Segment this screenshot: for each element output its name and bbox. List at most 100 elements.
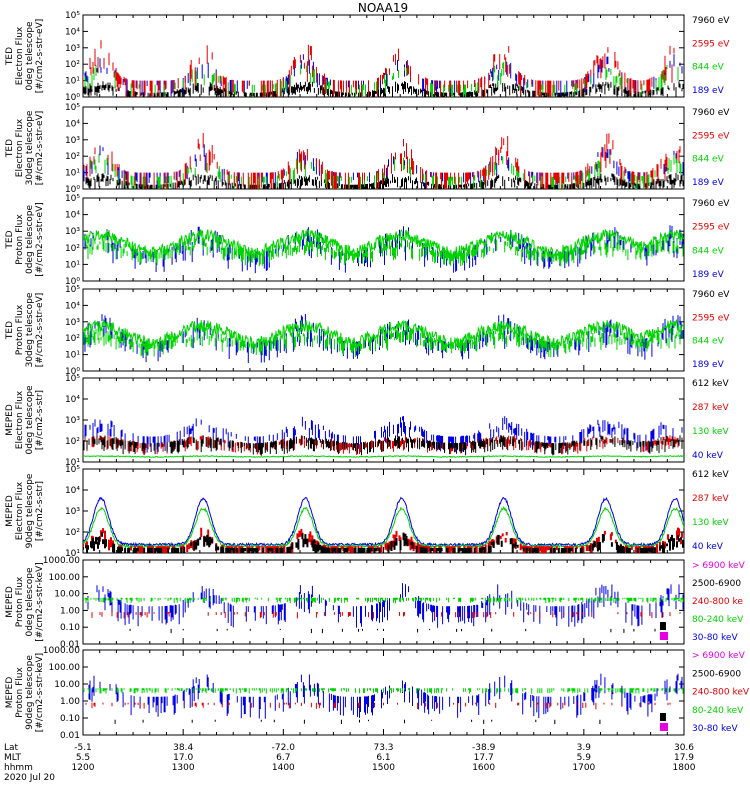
series-trace: [659, 723, 668, 731]
legend-entry: 612 keV: [692, 379, 729, 389]
y-axis-label: MEPED: [5, 495, 15, 527]
panel-7: 0.01 0.10 1.00 10.00 100.00 1000.00 MEPED Proto…: [5, 556, 746, 650]
y-axis-label: Proton Flux: [15, 304, 25, 355]
legend-entry: 612 keV: [692, 470, 729, 480]
y-tick-label: 100.00: [49, 663, 81, 673]
y-tick-label: 10⁴: [65, 27, 80, 37]
y-tick-label: 10⁵: [65, 194, 80, 204]
y-axis-label: [#/cm2-s-str-eV]: [35, 111, 45, 186]
traces: [83, 416, 684, 458]
y-tick-label: 10⁵: [65, 285, 80, 295]
series-trace: [83, 326, 683, 358]
y-axis-label: MEPED: [5, 586, 15, 618]
y-tick-label: 10²: [65, 528, 80, 538]
panel-5: 10¹ 10² 10³ 10⁴ 10⁵ MEPED Electron Flux 0deg te…: [5, 374, 729, 468]
y-axis-label: MEPED: [5, 677, 15, 709]
traces: [83, 133, 684, 189]
y-axis-label: 30deg telescope: [25, 110, 35, 185]
series-trace: [83, 40, 675, 97]
footer-lat-value: 38.4: [173, 743, 193, 753]
footer-lat-value: 30.6: [674, 743, 694, 753]
y-axis-label: [#/cm2-s-str-eV]: [35, 202, 45, 277]
footer-lat-value: -38.9: [472, 743, 496, 753]
y-tick-label: 10²: [65, 152, 80, 162]
y-tick-label: 1000.00: [43, 646, 80, 656]
footer-mlt-value: 5.9: [577, 753, 592, 763]
y-tick-label: 1.00: [60, 606, 80, 616]
y-tick-label: 10¹: [65, 549, 80, 559]
chart-title: NOAA19: [358, 1, 408, 15]
y-axis-label: Proton Flux: [15, 214, 25, 265]
y-tick-label: 10.00: [54, 590, 80, 600]
series-trace: [85, 702, 671, 710]
legend-entry: 844 eV: [692, 337, 725, 347]
footer-mlt-value: 6.1: [376, 753, 390, 763]
y-tick-label: 10⁰: [65, 93, 80, 103]
footer-lat-value: -72.0: [272, 743, 296, 753]
legend-entry: 844 eV: [692, 155, 725, 165]
y-axis-label: [#/cm2-s-str-keV]: [35, 653, 45, 732]
y-tick-label: 10¹: [65, 458, 80, 468]
legend-entry: 2595 eV: [692, 223, 730, 233]
series-trace: [83, 719, 601, 725]
series-trace: [659, 713, 666, 721]
footer-hhmm-value: 1800: [673, 763, 696, 773]
footer-hhmm-value: 1600: [472, 763, 495, 773]
legend-entry: 30-80 keV: [692, 724, 738, 734]
y-axis-label: [#/cm2-s-str-keV]: [35, 562, 45, 641]
y-axis-label: Proton Flux: [15, 667, 25, 718]
legend-entry: > 6900 keV: [692, 651, 746, 661]
series-trace: [84, 597, 684, 604]
footer-row-label: Lat: [4, 743, 19, 753]
legend-entry: 189 eV: [692, 178, 725, 188]
y-axis-label: Electron Flux: [15, 481, 25, 540]
legend-entry: 7960 eV: [692, 16, 730, 26]
y-tick-label: 10³: [65, 44, 80, 54]
series-trace: [83, 454, 684, 458]
footer-lat-value: 73.3: [373, 743, 393, 753]
legend-entry: 240-800 ke: [692, 597, 743, 607]
series-trace: [129, 628, 656, 634]
y-tick-label: 100.00: [49, 573, 81, 583]
y-tick-label: 10¹: [65, 260, 80, 270]
y-tick-label: 10³: [65, 227, 80, 237]
legend-entry: 189 eV: [692, 86, 725, 96]
y-axis-label: Electron Flux: [15, 118, 25, 177]
y-tick-label: 10⁰: [65, 185, 80, 195]
traces: [83, 496, 684, 553]
footer-lat-value: 3.9: [577, 743, 592, 753]
footer-hhmm-value: 1400: [272, 763, 295, 773]
footer-lat-value: -5.1: [74, 743, 92, 753]
y-tick-label: 10²: [65, 244, 80, 254]
y-axis-label: Electron Flux: [15, 26, 25, 85]
y-tick-label: 0.01: [60, 731, 80, 741]
footer-mlt-value: 17.0: [173, 753, 193, 763]
y-tick-label: 0.10: [60, 623, 80, 633]
y-tick-label: 1.00: [60, 697, 80, 707]
series-trace: [83, 532, 684, 553]
legend-entry: 844 eV: [692, 246, 725, 256]
y-tick-label: 10²: [65, 60, 80, 70]
y-tick-label: 10¹: [65, 351, 80, 361]
footer-mlt-value: 17.7: [474, 753, 494, 763]
legend-entry: 2595 eV: [692, 39, 730, 49]
traces: [83, 673, 684, 731]
y-axis-label: TED: [5, 139, 15, 158]
y-axis-label: 90deg telescope: [25, 473, 35, 548]
panel-6: 10¹ 10² 10³ 10⁴ 10⁵ MEPED Electron Flux 90deg t…: [5, 465, 729, 559]
y-axis-label: 90deg telescope: [25, 655, 35, 730]
series-trace: [84, 54, 683, 97]
traces: [83, 225, 684, 274]
panel-4: 10⁰ 10¹ 10² 10³ 10⁴ 10⁵ TED Proton Flux 30deg te…: [5, 285, 730, 377]
footer-hhmm-value: 1500: [372, 763, 395, 773]
y-tick-label: 0.10: [60, 714, 80, 724]
y-axis-label: Proton Flux: [15, 576, 25, 627]
legend-entry: 287 keV: [692, 403, 729, 413]
y-axis-label: [#/cm2-s-str]: [35, 390, 45, 450]
legend-entry: 130 keV: [692, 518, 729, 528]
legend-entry: 2595 eV: [692, 131, 730, 141]
y-axis-label: Electron Flux: [15, 390, 25, 449]
y-axis-label: 0deg telescope: [25, 567, 35, 637]
legend-entry: 2500-6900: [692, 669, 741, 679]
